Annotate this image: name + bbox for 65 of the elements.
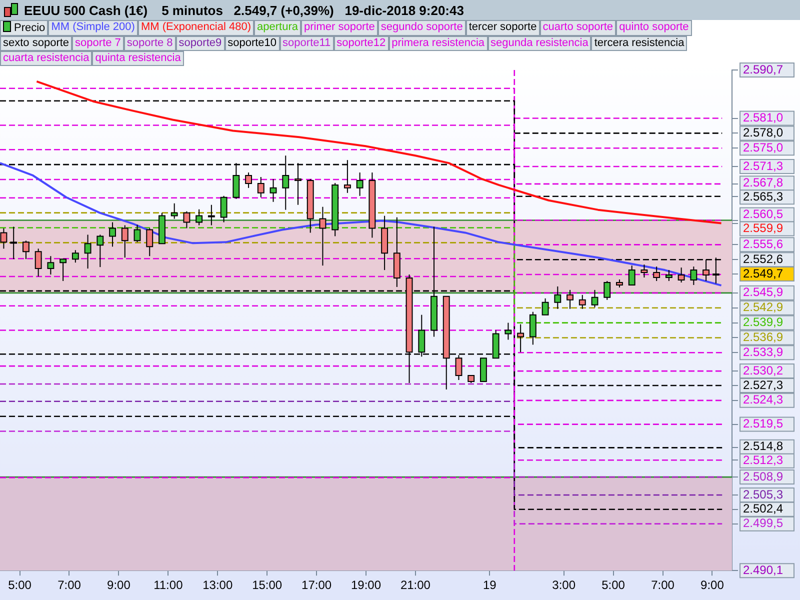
x-tick-label: 13:00 <box>202 578 233 592</box>
y-tick-label: 2.559,9 <box>743 221 784 236</box>
y-tick-label: 2.571,3 <box>743 158 784 173</box>
x-tick-label: 7:00 <box>58 578 82 592</box>
y-tick-label: 2.575,0 <box>743 140 784 154</box>
y-tick-label: 2.590,7 <box>743 62 784 76</box>
x-tick-label: 9:00 <box>700 578 724 592</box>
text: MM (Simple 200) <box>48 20 138 36</box>
y-tick-label: 2.508,9 <box>743 469 784 484</box>
y-tick-label: 2.533,9 <box>743 344 784 359</box>
x-tick-label: 5:00 <box>602 578 626 592</box>
text: soporte 7 <box>72 36 124 51</box>
x-tick-label: 19:00 <box>350 578 382 592</box>
y-tick-label: 2.490,1 <box>743 562 784 577</box>
y-tick-label: 2.502,4 <box>743 502 784 516</box>
y-tick-label: 2.552,6 <box>743 252 784 266</box>
text: sexto soporte <box>0 36 72 51</box>
text: soporte10 <box>224 36 280 51</box>
legend-label: Precio <box>0 20 48 36</box>
y-tick-label: 2.499,5 <box>743 516 784 530</box>
y-tick-label: 2.512,3 <box>743 453 784 468</box>
y-tick-label: 2.505,3 <box>743 487 784 502</box>
x-tick-label: 7:00 <box>651 578 675 592</box>
y-tick-label: 2.542,9 <box>743 300 784 314</box>
text: MM (Exponencial 480) <box>138 20 254 36</box>
text: segunda resistencia <box>488 36 592 51</box>
text: tercera resistencia <box>591 36 688 51</box>
x-tick-label: 3:00 <box>552 578 576 592</box>
y-tick-label: 2.581,0 <box>743 110 784 125</box>
text: quinta resistencia <box>92 51 184 66</box>
x-tick-label: 11:00 <box>154 578 184 592</box>
chart-title: EEUU 500 Cash (1€) <box>24 2 148 18</box>
text: cuarto soporte <box>540 20 616 36</box>
y-tick-label: 2.524,3 <box>743 392 784 407</box>
x-tick-label: 21:00 <box>400 578 431 592</box>
y-tick-label: 2.555,6 <box>743 236 784 251</box>
text: tercer soporte <box>466 20 540 36</box>
text: soporte 8 <box>124 36 176 51</box>
y-tick-label: 2.539,9 <box>743 315 784 330</box>
text: segundo soporte <box>378 20 466 36</box>
text: soporte11 <box>280 36 334 51</box>
text: quinto soporte <box>616 20 692 36</box>
y-tick-label: 2.578,0 <box>743 126 784 140</box>
text: soporte12 <box>334 36 389 51</box>
text: apertura <box>254 20 301 36</box>
y-tick-label: 2.565,3 <box>743 189 784 204</box>
x-tick-label: 5:00 <box>8 578 32 592</box>
y-tick-label: 2.536,9 <box>743 330 784 344</box>
text: cuarta resistencia <box>0 51 92 66</box>
y-tick-label: 2.514,8 <box>743 439 784 454</box>
chart-subtitle: 5 minutos 2.549,7 (+0,39%) 19-dic-2018 9:20:43 <box>162 2 464 18</box>
y-tick-label: 2.527,3 <box>743 378 784 392</box>
x-tick-label: 9:00 <box>107 578 131 592</box>
x-tick-label: 19 <box>482 578 497 592</box>
y-tick-label: 2.530,2 <box>743 363 784 378</box>
y-tick-label: 2.545,9 <box>743 285 784 300</box>
text: soporte9 <box>176 36 225 51</box>
text: primer soporte <box>300 20 378 36</box>
y-tick-label: 2.549,7 <box>743 266 784 280</box>
x-tick-label: 15:00 <box>252 578 282 592</box>
text: primera resistencia <box>388 36 488 51</box>
y-tick-label: 2.519,5 <box>743 416 784 431</box>
y-tick-label: 2.567,8 <box>743 175 784 190</box>
x-tick-label: 17:00 <box>302 578 332 592</box>
y-tick-label: 2.560,5 <box>743 207 784 222</box>
